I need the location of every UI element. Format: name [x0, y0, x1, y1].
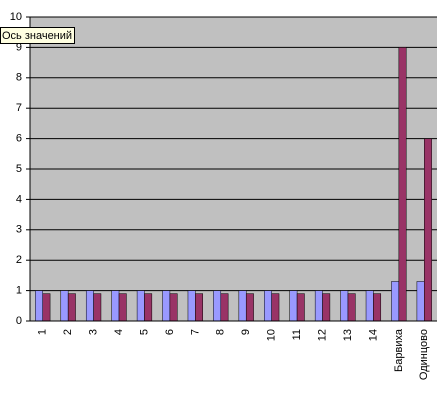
bar [264, 290, 272, 322]
bar [111, 290, 120, 322]
bar [424, 138, 432, 322]
x-tick-label: 13 [342, 329, 354, 341]
bar [416, 281, 425, 322]
bar [322, 293, 331, 322]
y-tick-label: 1 [16, 285, 22, 297]
tooltip-text: Ось значений [2, 30, 72, 42]
x-tick-label: 2 [62, 329, 74, 335]
bar [398, 47, 407, 322]
bar [85, 290, 94, 322]
y-tick-label: 10 [10, 11, 22, 23]
bar [220, 293, 229, 322]
bar [314, 290, 323, 322]
x-tick-label: 4 [113, 329, 125, 335]
bar [391, 281, 400, 322]
x-tick-label: 7 [189, 329, 201, 335]
x-tick-label: 8 [215, 329, 227, 335]
bar [373, 293, 382, 322]
bar [93, 293, 102, 322]
bar [35, 290, 43, 322]
bar [365, 290, 374, 322]
bar [60, 290, 69, 322]
bar [296, 293, 305, 322]
bar [187, 290, 196, 322]
y-tick-label: 7 [16, 102, 22, 114]
y-tick-label: 5 [16, 163, 22, 175]
y-tick-label: 3 [16, 224, 22, 236]
x-tick-label: 1 [37, 329, 49, 335]
y-tick-label: 9 [16, 41, 22, 53]
y-tick-label: 4 [16, 193, 22, 205]
x-tick-label: 10 [266, 329, 278, 341]
bar [238, 290, 247, 322]
y-tick-label: 8 [16, 72, 22, 84]
x-tick-label: 14 [367, 329, 379, 341]
bar [136, 290, 145, 322]
bar [289, 290, 298, 322]
x-tick-label: 9 [240, 329, 252, 335]
bar [162, 290, 171, 322]
x-tick-label: 5 [138, 329, 150, 335]
bar [195, 293, 203, 322]
bar [347, 293, 356, 322]
bar [144, 293, 153, 322]
x-tick-label: 6 [164, 329, 176, 335]
x-tick-label: Барвиха [393, 328, 405, 372]
bar [67, 293, 76, 322]
bar [213, 290, 222, 322]
bar [340, 290, 349, 322]
y-tick-label: 6 [16, 133, 22, 145]
bar [169, 293, 178, 322]
y-tick-label: 2 [16, 254, 22, 266]
bar [245, 293, 254, 322]
tooltip-box [0, 27, 75, 44]
tooltip: Ось значений [0, 27, 75, 44]
x-tick-label: 12 [316, 329, 328, 341]
bar [118, 293, 127, 322]
bar [42, 293, 51, 322]
x-tick-label: 11 [291, 329, 303, 340]
bar [271, 293, 280, 322]
x-tick-label: Одинцово [418, 329, 430, 380]
x-tick-label: 3 [88, 329, 100, 335]
y-tick-label: 0 [16, 315, 22, 327]
